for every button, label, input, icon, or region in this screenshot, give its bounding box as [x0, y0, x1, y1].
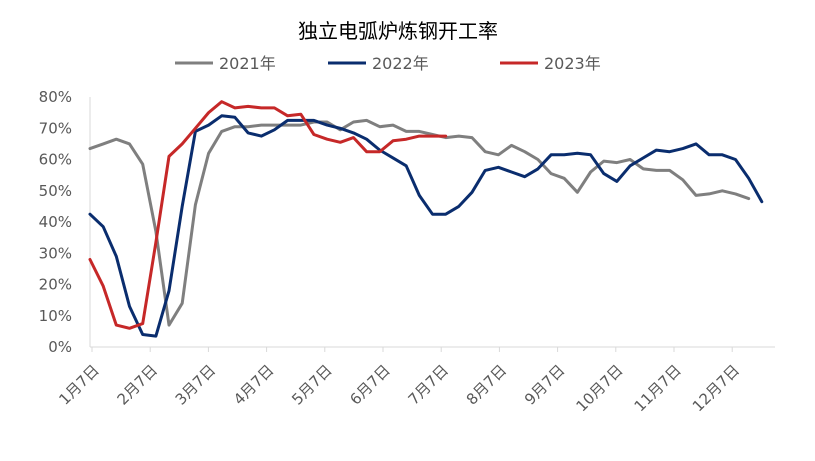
x-tick-label: 3月7日	[172, 361, 219, 408]
series-line-1	[88, 118, 751, 327]
x-tick-label: 1月7日	[55, 361, 102, 408]
y-tick-label: 40%	[39, 213, 72, 231]
series-line-3	[88, 100, 448, 330]
x-tick-label: 12月7日	[689, 361, 743, 415]
x-tick-label: 7月7日	[405, 361, 452, 408]
x-tick-label: 4月7日	[230, 361, 277, 408]
x-tick-label: 10月7日	[572, 361, 626, 415]
legend-label: 2022年	[372, 54, 429, 73]
y-tick-label: 70%	[39, 119, 72, 137]
chart-title: 独立电弧炉炼钢开工率	[298, 19, 498, 43]
x-axis-ticks: 1月7日 2月7日 3月7日 4月7日 5月7日 6月7日 7月7日 8月7日 9月7日 10月7…	[55, 347, 743, 415]
x-tick-label: 5月7日	[288, 361, 335, 408]
legend: 2021年 2022年 2023年	[175, 54, 601, 73]
x-tick-label: 9月7日	[521, 361, 568, 408]
y-tick-label: 80%	[39, 88, 72, 106]
y-axis-ticks: 0% 10% 20% 30% 40% 50% 60% 70% 80%	[39, 88, 72, 356]
legend-label: 2023年	[544, 54, 601, 73]
y-tick-label: 20%	[39, 276, 72, 294]
y-tick-label: 0%	[48, 338, 72, 356]
x-tick-label: 2月7日	[114, 361, 161, 408]
y-tick-label: 10%	[39, 307, 72, 325]
y-tick-label: 30%	[39, 244, 72, 262]
series-lines	[88, 100, 764, 338]
x-tick-label: 8月7日	[463, 361, 510, 408]
y-tick-label: 60%	[39, 151, 72, 169]
x-tick-label: 11月7日	[631, 361, 685, 415]
series-line-2	[88, 114, 764, 338]
x-tick-label: 6月7日	[346, 361, 393, 408]
legend-label: 2021年	[219, 54, 276, 73]
y-tick-label: 50%	[39, 182, 72, 200]
